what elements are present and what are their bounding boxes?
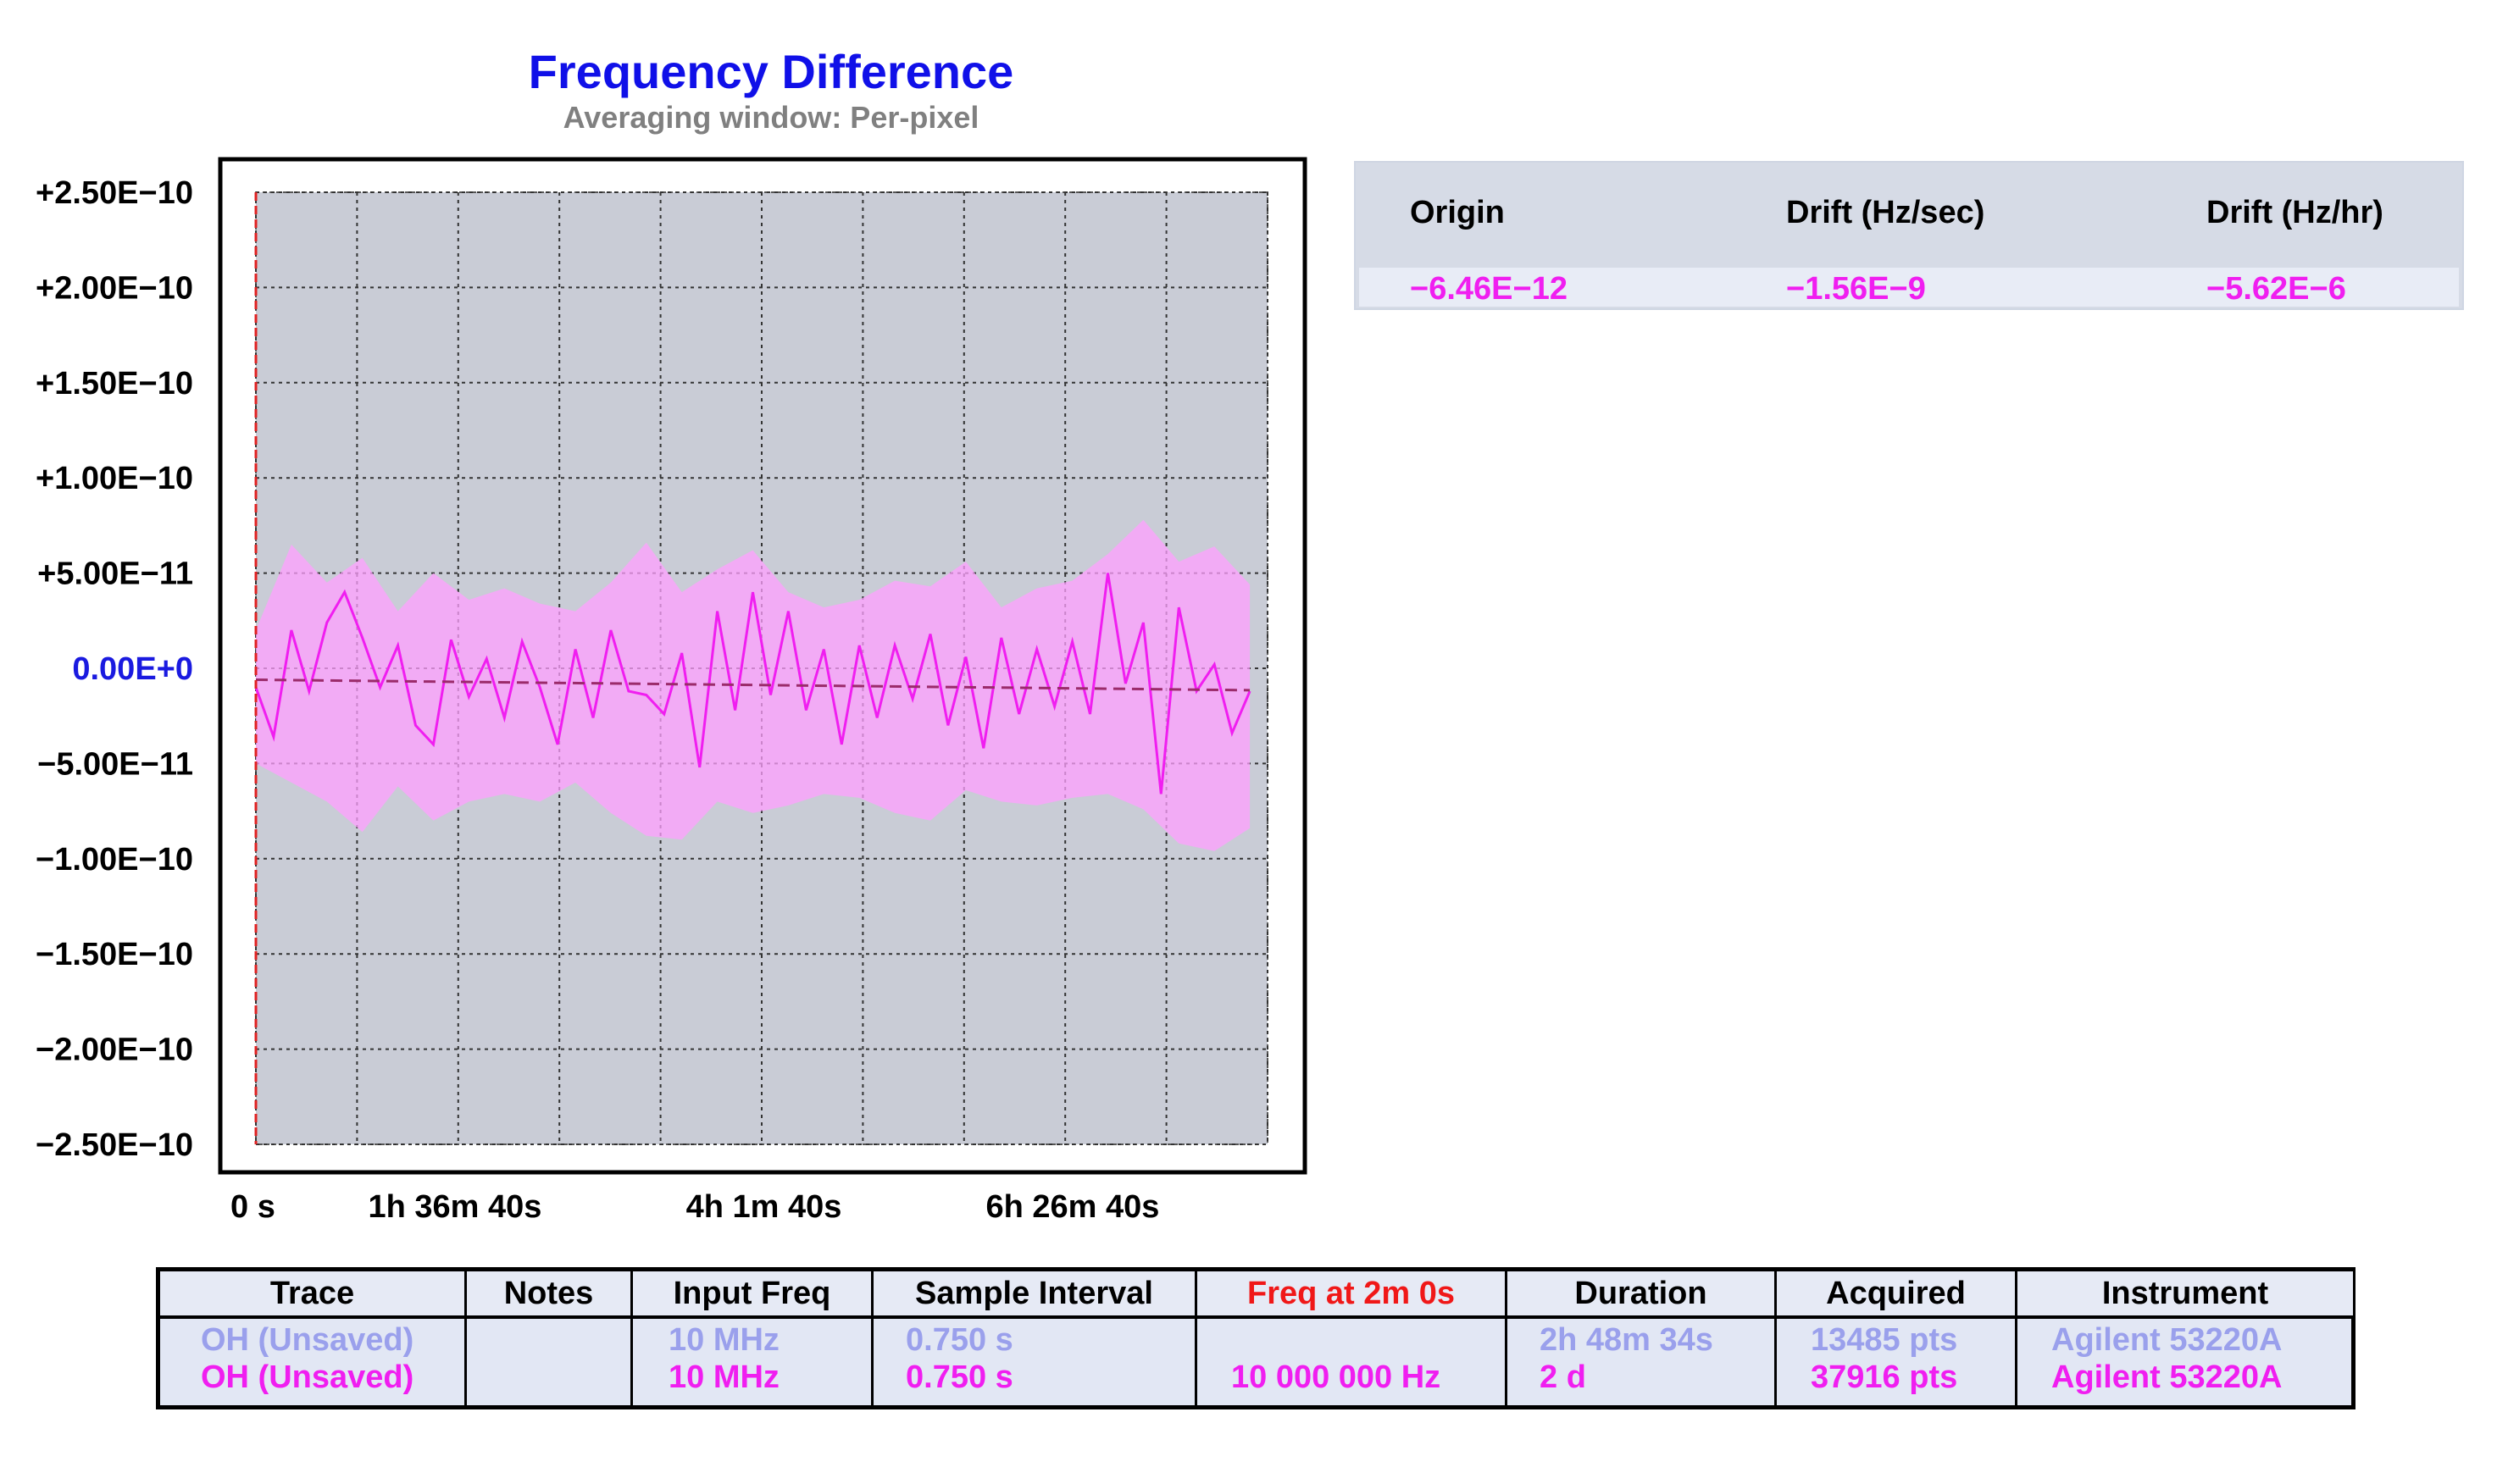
x-tick-label: 6h 26m 40s [985, 1189, 1159, 1225]
instrument-cell: Agilent 53220A [2051, 1322, 2283, 1358]
sample-interval-column: Sample Interval 0.750 s 0.750 s [874, 1271, 1197, 1405]
drift-header-hz-sec: Drift (Hz/sec) [1786, 195, 1985, 230]
series-envelope [256, 519, 1251, 851]
notes-header: Notes [467, 1271, 630, 1319]
acquired-header: Acquired [1777, 1271, 2015, 1319]
input-freq-header: Input Freq [633, 1271, 871, 1319]
y-tick-label: +2.00E−10 [36, 270, 193, 306]
instrument-cell: Agilent 53220A [2051, 1359, 2283, 1395]
notes-column: Notes [467, 1271, 633, 1405]
x-tick-label: 1h 36m 40s [369, 1189, 542, 1225]
input-freq-cell: 10 MHz [669, 1322, 780, 1358]
trace-header: Trace [160, 1271, 464, 1319]
trace-table: Trace OH (Unsaved) OH (Unsaved) Notes In… [156, 1267, 2356, 1409]
drift-value-hz-sec: −1.56E−9 [1786, 271, 1926, 307]
drift-header-origin: Origin [1410, 195, 1505, 230]
y-tick-label: −2.50E−10 [36, 1127, 193, 1163]
sample-interval-cell: 0.750 s [906, 1322, 1013, 1358]
y-tick-label: +1.50E−10 [36, 366, 193, 401]
drift-value-hz-hr: −5.62E−6 [2206, 271, 2346, 307]
frequency-difference-plot[interactable]: +2.50E−10 +2.00E−10 +1.50E−10 +1.00E−10 +5.0… [0, 0, 2497, 1271]
chart-title: Frequency Difference [528, 45, 1014, 98]
sample-interval-header: Sample Interval [874, 1271, 1195, 1319]
y-axis-ticks: +2.50E−10 +2.00E−10 +1.50E−10 +1.00E−10 +5.0… [36, 175, 193, 1163]
x-tick-label: 4h 1m 40s [686, 1189, 842, 1225]
y-tick-label: −2.00E−10 [36, 1033, 193, 1068]
duration-column: Duration 2h 48m 34s 2 d [1507, 1271, 1777, 1405]
drift-table: Origin Drift (Hz/sec) Drift (Hz/hr) −6.4… [1354, 161, 2464, 310]
y-tick-label: +2.50E−10 [36, 175, 193, 211]
trace-cell[interactable]: OH (Unsaved) [201, 1359, 414, 1395]
plot-data [254, 192, 1251, 1144]
acquired-cell: 13485 pts [1811, 1322, 1958, 1358]
input-freq-cell: 10 MHz [669, 1359, 780, 1395]
instrument-header: Instrument [2017, 1271, 2353, 1319]
drift-header-hz-hr: Drift (Hz/hr) [2206, 195, 2383, 230]
duration-cell: 2 d [1540, 1359, 1586, 1395]
freq-at-column: Freq at 2m 0s 10 000 000 Hz [1197, 1271, 1507, 1405]
series-trend [255, 678, 1251, 692]
y-tick-label: −1.50E−10 [36, 937, 193, 972]
drift-table-row[interactable]: −6.46E−12 −1.56E−9 −5.62E−6 [1359, 268, 2459, 307]
chart-subtitle: Averaging window: Per-pixel [563, 100, 979, 135]
acquired-column: Acquired 13485 pts 37916 pts [1777, 1271, 2017, 1405]
y-tick-label: +1.00E−10 [36, 461, 193, 496]
instrument-column: Instrument Agilent 53220A Agilent 53220A [2017, 1271, 2353, 1405]
series-averaged [254, 573, 1251, 795]
input-freq-column: Input Freq 10 MHz 10 MHz [633, 1271, 874, 1405]
x-tick-label: 0 s [230, 1189, 275, 1225]
drift-value-origin: −6.46E−12 [1410, 271, 1568, 307]
acquired-cell: 37916 pts [1811, 1359, 1958, 1395]
sample-interval-cell: 0.750 s [906, 1359, 1013, 1395]
y-tick-label: 0.00E+0 [72, 651, 193, 687]
y-tick-label: −1.00E−10 [36, 842, 193, 878]
freq-at-header: Freq at 2m 0s [1197, 1271, 1505, 1319]
y-tick-label: −5.00E−11 [37, 746, 193, 782]
duration-cell: 2h 48m 34s [1540, 1322, 1713, 1358]
trace-cell[interactable]: OH (Unsaved) [201, 1322, 414, 1358]
drift-table-header: Origin Drift (Hz/sec) Drift (Hz/hr) [1356, 163, 2462, 268]
x-axis-ticks: 0 s 1h 36m 40s 4h 1m 40s 6h 26m 40s [230, 1189, 1159, 1225]
trace-column: Trace OH (Unsaved) OH (Unsaved) [160, 1271, 467, 1405]
y-tick-label: +5.00E−11 [37, 556, 193, 592]
freq-at-cell: 10 000 000 Hz [1231, 1359, 1441, 1395]
duration-header: Duration [1507, 1271, 1774, 1319]
